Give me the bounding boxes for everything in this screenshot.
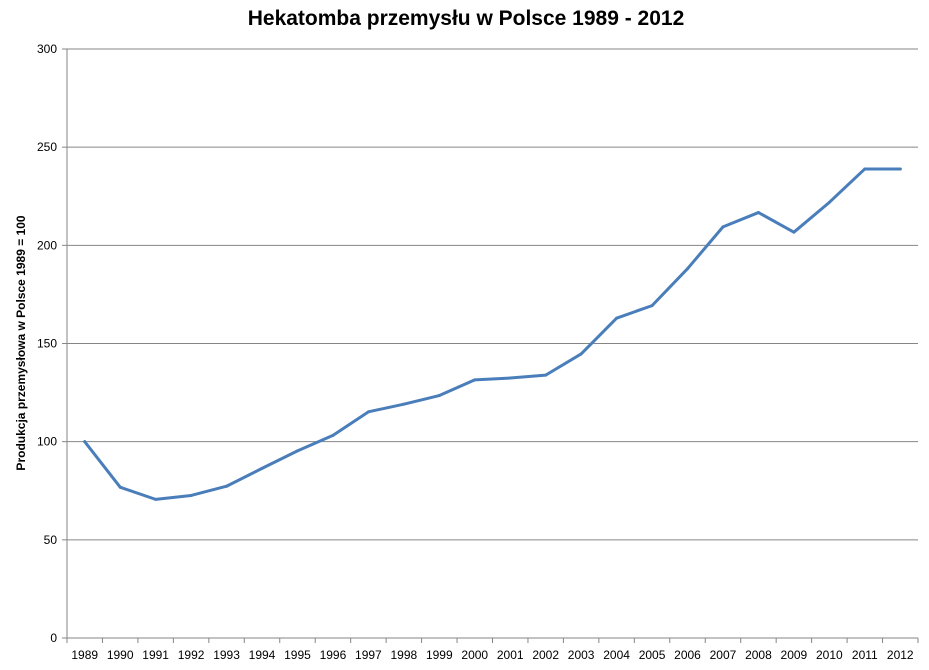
data-point [83,440,87,444]
x-tick-label: 2010 [816,648,843,662]
x-tick-label: 1998 [391,648,418,662]
x-tick-label: 2008 [745,648,772,662]
x-tick-label: 1994 [249,648,276,662]
data-point [615,316,619,320]
x-tick-label: 2007 [710,648,737,662]
x-tick-label: 1996 [320,648,347,662]
data-point [473,378,477,382]
x-tick-label: 2005 [639,648,666,662]
x-tick-label: 2000 [461,648,488,662]
x-tick-label: 2001 [497,648,524,662]
data-point [260,466,264,470]
data-point [650,304,654,308]
data-point [225,484,229,488]
data-point [154,497,158,501]
x-tick-label: 2009 [781,648,808,662]
x-tick-label: 1992 [178,648,205,662]
x-tick-label: 1990 [107,648,134,662]
data-point [331,433,335,437]
data-point [756,211,760,215]
y-tick-label: 150 [37,337,57,351]
x-tick-labels: 1989 1990 1991 1992 1993 1994 1995 1996 1997 1998… [71,648,914,662]
data-point [189,493,193,497]
y-tick-label: 300 [37,42,57,56]
x-tick-label: 2004 [603,648,630,662]
y-tick-label: 50 [44,533,58,547]
data-point [295,449,299,453]
y-tick-label: 0 [50,631,57,645]
gridlines [67,48,918,541]
data-point [686,267,690,271]
y-tick-label: 200 [37,238,57,252]
y-tick-label: 100 [37,435,57,449]
series [83,167,902,501]
y-tick-labels: 0 50 100 150 200 250 300 [37,42,57,645]
x-tick-label: 1991 [142,648,169,662]
data-point [118,485,122,489]
x-tick-label: 1993 [213,648,240,662]
series-line [83,167,902,501]
data-point [721,225,725,229]
x-tick-label: 2002 [532,648,559,662]
data-point [898,167,902,171]
data-point [827,200,831,204]
data-point [508,376,512,380]
x-tick-label: 2012 [887,648,914,662]
data-point [863,167,867,171]
chart-title: Hekatomba przemysłu w Polsce 1989 - 2012 [248,7,685,30]
y-tick-label: 250 [37,140,57,154]
x-tick-label: 2003 [568,648,595,662]
data-point [792,230,796,234]
x-tick-label: 1995 [284,648,311,662]
x-tick-label: 1999 [426,648,453,662]
data-point [402,402,406,406]
data-point [437,394,441,398]
x-tick-label: 1989 [71,648,98,662]
data-point [366,410,370,414]
y-axis-title: Produkcja przemysłowa w Polsce 1989 = 10… [14,215,28,470]
data-point [579,352,583,356]
x-tick-label: 1997 [355,648,382,662]
axes [62,48,919,643]
x-tick-label: 2011 [852,648,878,662]
x-tick-label: 2006 [674,648,701,662]
data-point [544,373,548,377]
